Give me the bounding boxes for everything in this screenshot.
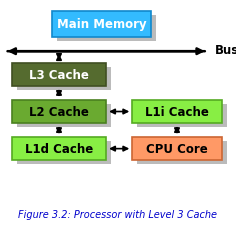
FancyBboxPatch shape [17,142,111,165]
FancyBboxPatch shape [132,100,222,124]
FancyBboxPatch shape [57,16,156,42]
FancyBboxPatch shape [12,137,106,161]
FancyBboxPatch shape [52,12,151,38]
Text: L3 Cache: L3 Cache [29,69,89,82]
Text: CPU Core: CPU Core [146,143,208,155]
FancyBboxPatch shape [132,137,222,161]
Text: Main Memory: Main Memory [57,18,146,31]
Text: L2 Cache: L2 Cache [29,106,89,119]
FancyBboxPatch shape [17,68,111,91]
FancyBboxPatch shape [137,105,227,128]
FancyBboxPatch shape [17,105,111,128]
Text: Bus: Bus [215,44,236,57]
Text: L1d Cache: L1d Cache [25,143,93,155]
FancyBboxPatch shape [12,64,106,87]
FancyBboxPatch shape [12,100,106,124]
Text: Figure 3.2: Processor with Level 3 Cache: Figure 3.2: Processor with Level 3 Cache [18,209,218,219]
FancyBboxPatch shape [137,142,227,165]
Text: L1i Cache: L1i Cache [145,106,209,119]
